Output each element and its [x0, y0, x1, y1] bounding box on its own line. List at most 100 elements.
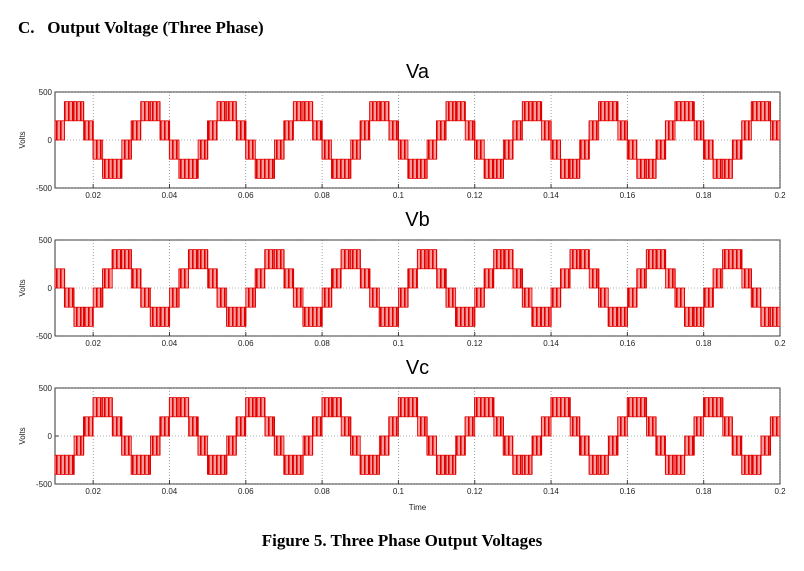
pwm-step: [512, 120, 523, 141]
pwm-step: [54, 454, 65, 475]
pwm-step: [550, 287, 561, 308]
pwm-step: [64, 454, 75, 475]
pwm-step: [569, 416, 581, 437]
pwm-step: [464, 120, 476, 141]
pwm-step: [617, 120, 628, 141]
pwm-step: [312, 306, 323, 327]
pwm-step: [169, 139, 180, 160]
pwm-step: [73, 101, 85, 122]
pwm-step: [674, 101, 686, 122]
pwm-step: [350, 139, 361, 160]
pwm-step: [388, 416, 399, 437]
pwm-step: [254, 268, 266, 289]
pwm-step: [502, 435, 514, 456]
pwm-step: [407, 268, 418, 289]
pwm-step: [455, 306, 466, 327]
pwm-step: [483, 268, 495, 289]
pwm-step: [407, 397, 418, 418]
pwm-step: [359, 268, 371, 289]
pwm-step: [588, 268, 600, 289]
pwm-step: [598, 287, 609, 308]
pwm-step: [550, 139, 561, 160]
pwm-step: [130, 120, 142, 141]
waveform: [54, 397, 781, 475]
pwm-step: [188, 249, 199, 270]
pwm-step: [92, 287, 104, 308]
x-tick-label: 0.1: [393, 487, 405, 496]
x-tick-label: 0.14: [543, 191, 559, 200]
pwm-step: [321, 397, 333, 418]
pwm-step: [636, 158, 647, 179]
x-tick-label: 0.06: [238, 191, 254, 200]
x-tick-label: 0.16: [620, 191, 636, 200]
pwm-step: [426, 139, 437, 160]
pwm-step: [750, 454, 762, 475]
x-tick-label: 0.06: [238, 487, 254, 496]
pwm-step: [321, 139, 333, 160]
pwm-step: [512, 454, 523, 475]
y-tick-label: 0: [48, 432, 53, 441]
pwm-step: [483, 397, 495, 418]
pwm-step: [188, 416, 199, 437]
pwm-step: [655, 249, 666, 270]
pwm-step: [359, 454, 371, 475]
pwm-step: [388, 306, 399, 327]
pwm-step: [274, 139, 285, 160]
pwm-step: [560, 397, 571, 418]
pwm-step: [502, 139, 514, 160]
pwm-step: [531, 306, 542, 327]
pwm-step: [216, 454, 228, 475]
pwm-step: [245, 139, 256, 160]
pwm-step: [760, 306, 771, 327]
y-axis-label: Volts: [18, 279, 27, 296]
pwm-step: [140, 454, 151, 475]
pwm-step: [655, 435, 666, 456]
pwm-step: [607, 101, 619, 122]
pwm-step: [312, 416, 323, 437]
pwm-step: [436, 268, 447, 289]
pwm-step: [235, 306, 247, 327]
pwm-step: [579, 435, 590, 456]
x-tick-label: 0.18: [696, 191, 712, 200]
pwm-step: [226, 101, 237, 122]
x-tick-label: 0.02: [85, 191, 101, 200]
pwm-step: [83, 120, 94, 141]
pwm-step: [445, 454, 457, 475]
pwm-step: [111, 416, 123, 437]
pwm-step: [331, 158, 342, 179]
pwm-step: [159, 120, 170, 141]
pwm-step: [235, 416, 247, 437]
pwm-step: [159, 306, 170, 327]
pwm-step: [483, 158, 495, 179]
y-tick-label: 0: [48, 136, 53, 145]
pwm-step: [111, 158, 123, 179]
y-tick-label: 500: [39, 236, 53, 245]
pwm-step: [712, 268, 724, 289]
pwm-step: [264, 416, 275, 437]
figure-caption: Figure 5. Three Phase Output Voltages: [262, 531, 543, 550]
pwm-step: [102, 397, 113, 418]
pwm-step: [598, 101, 609, 122]
pwm-step: [684, 101, 695, 122]
x-tick-label: 0.12: [467, 339, 483, 348]
pwm-step: [188, 158, 199, 179]
pwm-step: [350, 249, 361, 270]
pwm-step: [741, 268, 752, 289]
pwm-step: [264, 158, 275, 179]
x-tick-label: 0.14: [543, 339, 559, 348]
pwm-step: [493, 416, 504, 437]
pwm-step: [522, 454, 533, 475]
pwm-step: [207, 120, 218, 141]
x-tick-label: 0.08: [314, 339, 330, 348]
pwm-step: [674, 454, 686, 475]
x-tick-label: 0.04: [162, 487, 178, 496]
pwm-step: [83, 416, 94, 437]
y-tick-label: -500: [36, 184, 53, 193]
pwm-step: [731, 435, 743, 456]
pwm-step: [684, 306, 695, 327]
pwm-step: [617, 306, 628, 327]
pwm-step: [502, 249, 514, 270]
pwm-step: [254, 158, 266, 179]
pwm-step: [493, 158, 504, 179]
pwm-step: [121, 249, 132, 270]
